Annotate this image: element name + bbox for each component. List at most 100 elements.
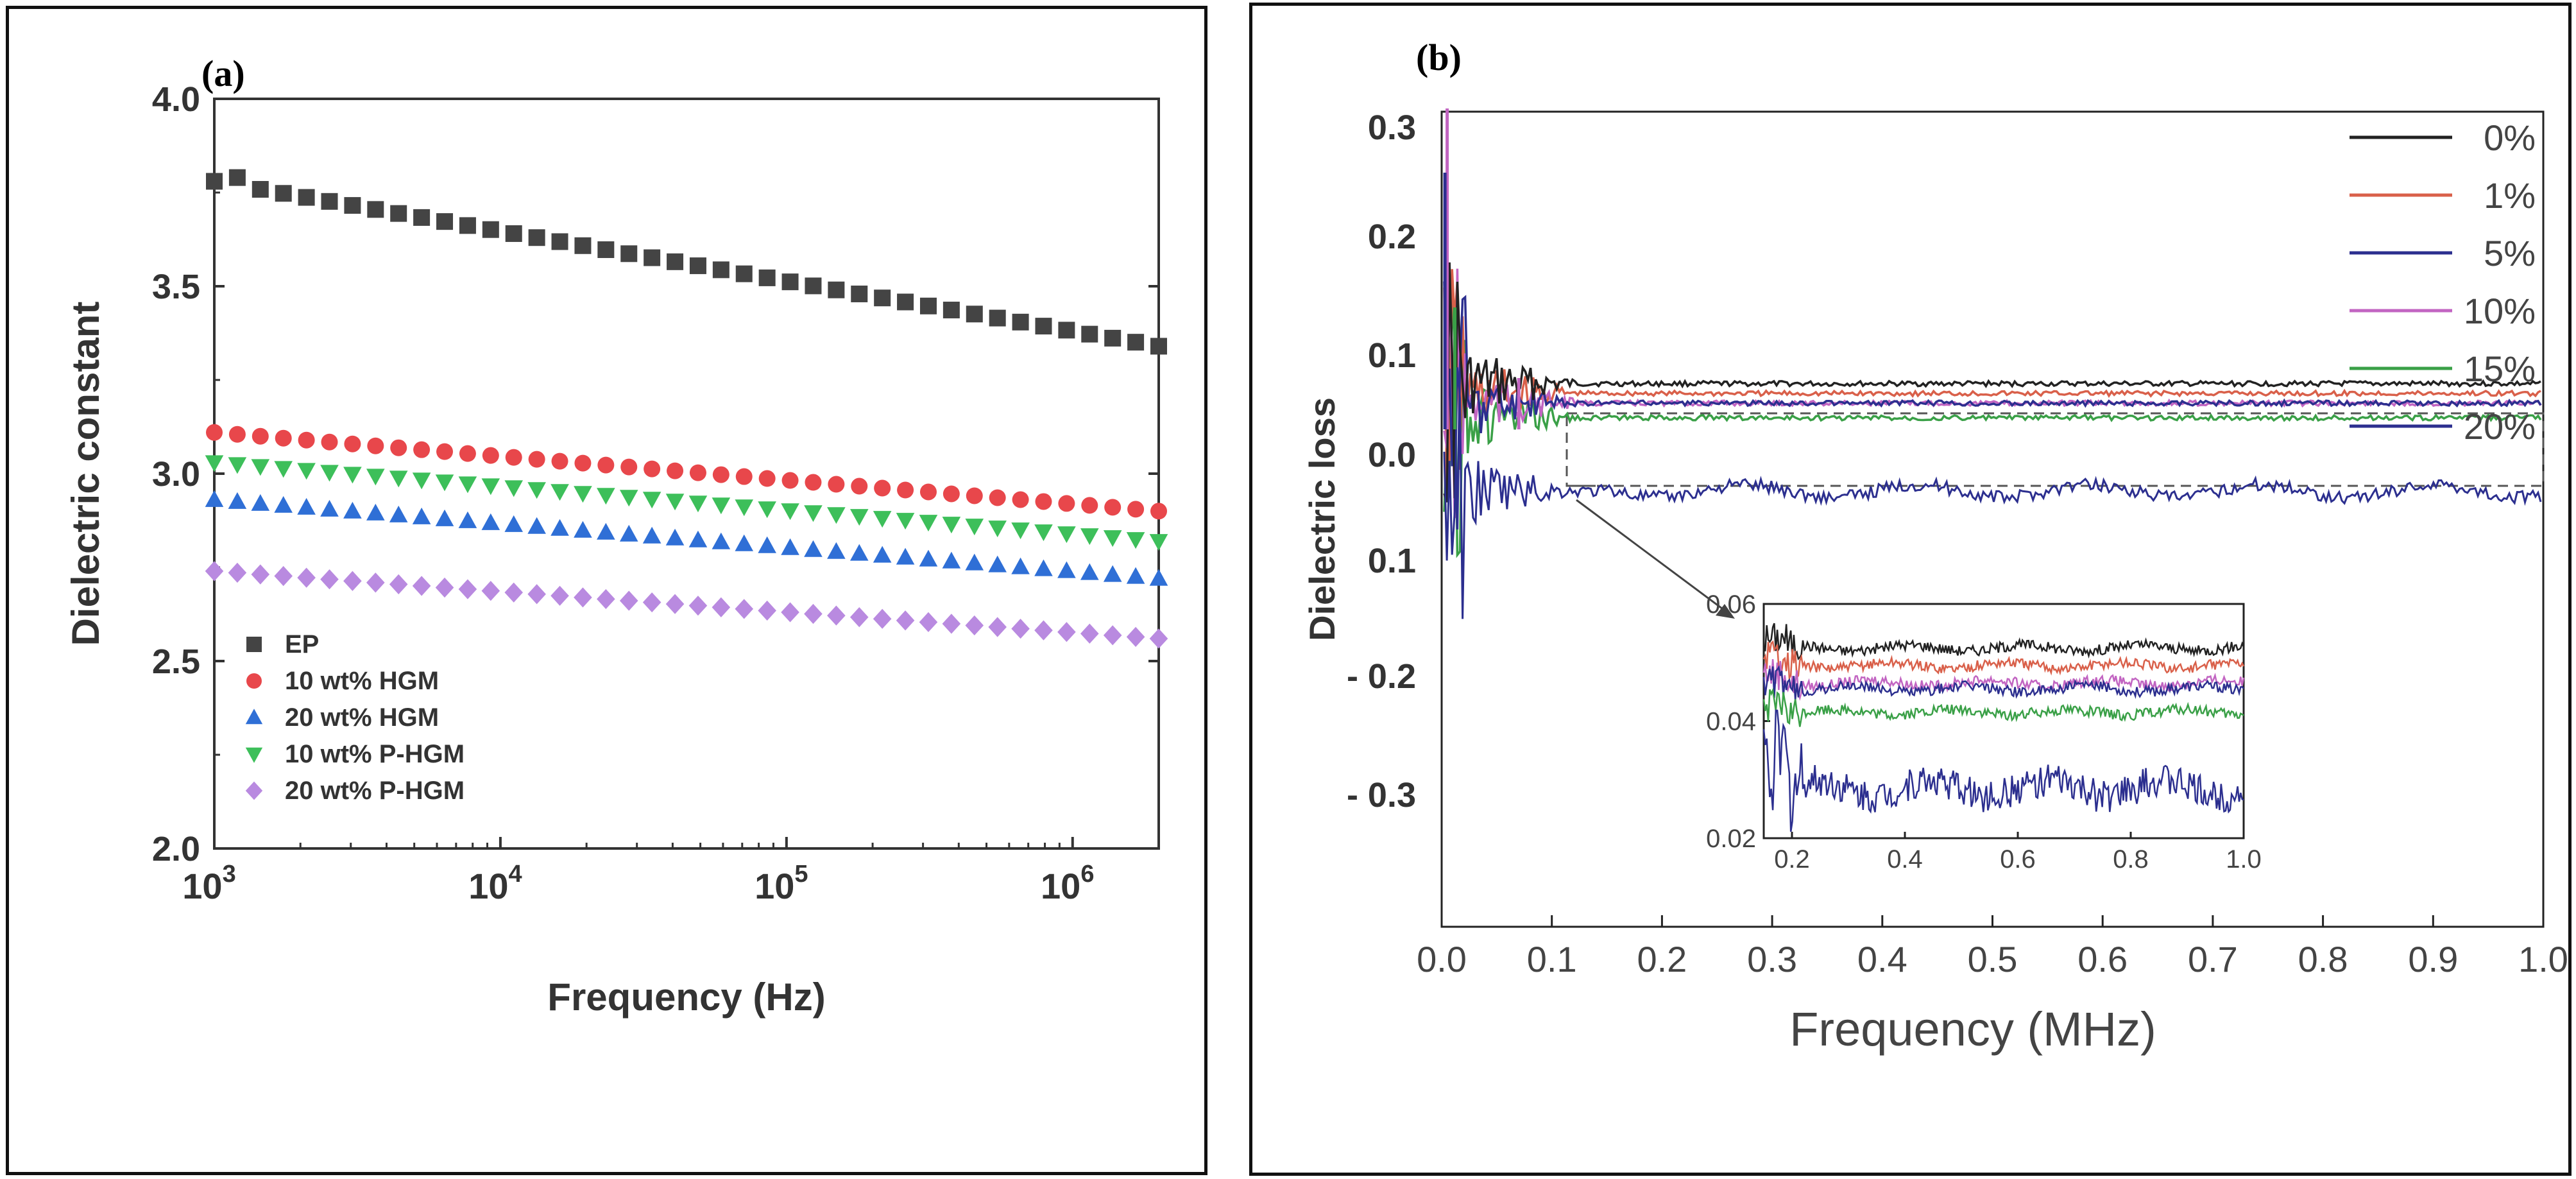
y-tick-label-a: 3.5 [152,268,200,306]
zoom-arrow [1576,499,1735,619]
data-point-a [849,544,869,561]
inset-x-tick-label: 1.0 [2226,845,2262,873]
data-point-a [989,309,1006,327]
data-point-a [366,469,385,486]
inset-x-tick-label: 0.6 [2000,845,2036,873]
data-point-a [274,495,293,513]
data-point-a [828,476,845,493]
data-point-a [1011,522,1030,540]
data-point-a [1080,563,1099,580]
data-point-a [344,197,361,214]
data-point-a [1012,313,1029,331]
data-point-a [574,454,592,472]
data-point-a [619,524,638,542]
data-point-a [320,499,339,517]
x-tick-base-a: 10 [755,866,794,906]
data-point-a [1080,623,1099,644]
x-tick-base-a: 10 [468,866,508,906]
data-point-a [435,577,454,598]
inset-x-tick-label: 0.4 [1887,845,1923,873]
data-point-a [735,265,753,282]
x-tick-exp-a: 4 [508,861,522,888]
data-point-a [412,472,431,490]
data-point-a [458,511,477,528]
y-tick-label-b: 0.1 [1368,542,1416,580]
y-tick-label-b: 0.3 [1368,108,1416,147]
data-point-a [505,449,522,466]
data-point-a [665,528,685,546]
data-point-a [642,492,661,509]
inset-plot [1762,603,2245,839]
data-point-a [206,173,223,190]
series-a-3 [205,455,1168,551]
data-point-a [712,597,731,617]
data-point-a [1149,569,1168,586]
x-tick-label-b: 0.2 [1637,939,1687,979]
legend-label-b: 1% [2484,175,2536,216]
x-tick-exp-a: 5 [794,861,808,888]
x-axis-label-b: Frequency (MHz) [1789,1003,2156,1056]
inset-series-line [1762,623,2245,660]
data-point-a [228,457,247,474]
data-point-a [1104,329,1122,347]
data-point-a [781,602,799,623]
data-point-a [298,189,315,206]
legend-label-a: 20 wt% HGM [285,703,439,732]
data-point-a [528,451,545,468]
data-point-a [1012,491,1029,508]
data-point-a [919,515,938,532]
data-point-a [1034,559,1053,576]
data-point-a [919,549,938,567]
data-point-a [965,519,984,536]
data-point-a [644,249,661,266]
data-point-a [435,509,454,526]
data-point-a [896,513,915,530]
data-point-a [412,507,431,524]
data-point-a [642,592,661,613]
data-point-a [412,576,431,596]
data-point-a [943,485,960,503]
x-tick-label-a: 106 [1041,861,1094,906]
legend-label-a: 10 wt% P-HGM [285,740,465,768]
data-point-a [1035,493,1052,510]
data-point-a [458,476,477,494]
x-tick-label-b: 0.3 [1747,939,1797,979]
data-point-a [275,185,292,202]
x-tick-label-a: 104 [468,861,522,906]
data-point-a [320,465,339,482]
data-point-a [297,497,316,515]
data-point-a [251,564,270,585]
data-point-a [619,490,638,507]
data-point-a [665,494,685,511]
inset-y-tick-label: 0.02 [1706,825,1756,853]
data-point-a [873,608,892,629]
data-point-a [827,542,846,559]
data-point-a [897,481,914,499]
x-tick-label-b: 0.5 [1968,939,2018,979]
data-point-a [435,474,454,492]
data-point-a [1104,499,1122,516]
data-point-a [205,490,224,507]
data-point-a [597,488,615,505]
y-axis-label-a: Dielectric constant [64,302,107,646]
data-point-a [851,478,868,495]
data-point-a [366,503,385,521]
data-point-a [321,193,338,210]
data-point-a [619,590,638,611]
data-point-a [804,505,823,522]
data-point-a [965,553,984,571]
data-point-a [919,612,938,632]
series-line-b-1 [1443,269,2541,488]
data-point-a [436,443,454,460]
data-point-a [805,277,822,295]
data-point-a [274,565,293,587]
data-point-a [597,241,615,259]
data-point-a [228,562,247,583]
data-point-a [1011,618,1030,639]
x-tick-label-b: 0.1 [1527,939,1577,979]
data-point-a [504,515,524,532]
data-point-a [1103,530,1122,547]
data-point-a [297,567,316,588]
data-point-a [942,551,961,569]
